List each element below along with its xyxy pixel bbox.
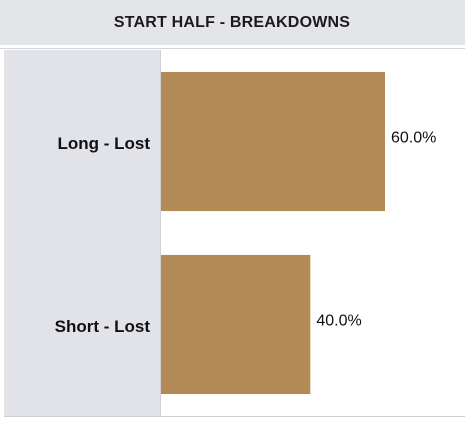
chart-title: START HALF - BREAKDOWNS [114, 14, 350, 31]
bar [161, 254, 311, 395]
bar [161, 71, 385, 212]
category-label: Short - Lost [55, 317, 151, 336]
value-label: 60.0% [391, 130, 436, 147]
label-column [4, 50, 161, 416]
title-band [0, 0, 465, 45]
value-label: 40.0% [316, 313, 361, 330]
category-label: Long - Lost [57, 134, 150, 153]
